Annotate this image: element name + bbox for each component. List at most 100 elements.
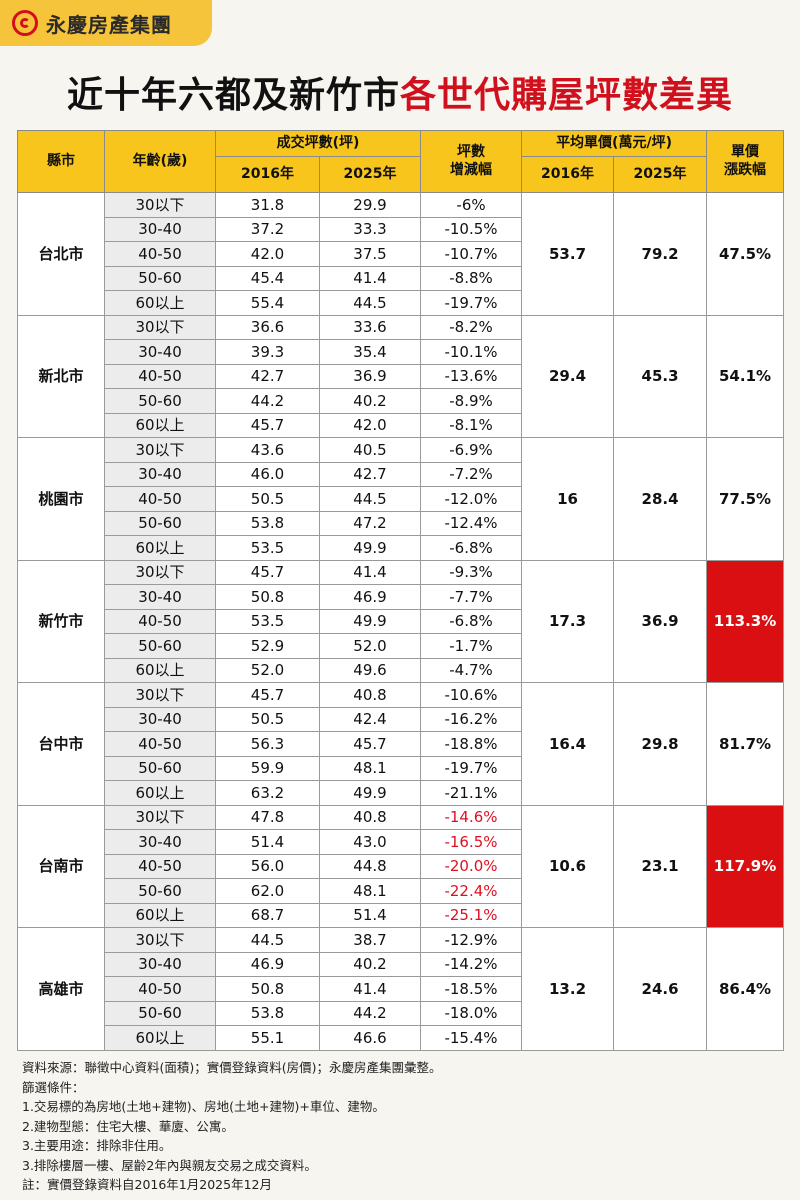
city-name: 台中市 — [17, 682, 105, 806]
table-row: 桃園市 30以下 43.6 40.5 -6.9% 16 28.4 77.5% — [17, 437, 785, 561]
age-group: 50-60 — [104, 1000, 216, 1026]
table-row: 40-50 42.0 37.5 -10.7% — [18, 241, 784, 267]
area-2025-value: 40.8 — [318, 682, 422, 708]
area-change-value: -19.7% — [420, 290, 523, 316]
area-2016-value: 59.9 — [215, 755, 320, 781]
area-2016-value: 51.4 — [215, 829, 320, 855]
area-2016-value: 56.3 — [215, 731, 320, 757]
title-part1: 近十年六都及新竹市 — [66, 75, 400, 116]
area-2025-value: 29.9 — [318, 192, 422, 218]
brand-mark-icon — [12, 10, 38, 36]
city-name: 高雄市 — [17, 927, 105, 1051]
age-group: 60以上 — [104, 412, 216, 438]
area-2025-value: 49.6 — [318, 657, 422, 683]
area-2016-value: 52.0 — [215, 657, 320, 683]
area-2016-value: 55.1 — [215, 1025, 320, 1051]
area-2016-value: 36.6 — [215, 314, 320, 340]
area-2025-value: 41.4 — [318, 559, 422, 585]
table-row: 30-40 51.4 43.0 -16.5% — [18, 829, 784, 855]
age-group: 30-40 — [104, 461, 216, 487]
area-2025-value: 40.5 — [318, 437, 422, 463]
age-group: 40-50 — [104, 486, 216, 512]
price-2025-value: 24.6 — [613, 927, 708, 1051]
age-group: 30-40 — [104, 951, 216, 977]
area-2016-value: 44.5 — [215, 927, 320, 953]
area-2016-value: 56.0 — [215, 853, 320, 879]
area-change-value: -8.9% — [420, 388, 523, 414]
area-change-value: -1.7% — [420, 633, 523, 659]
area-2016-value: 50.8 — [215, 976, 320, 1002]
area-change-value: -4.7% — [420, 657, 523, 683]
age-group: 30-40 — [104, 706, 216, 732]
city-name: 新竹市 — [17, 559, 105, 683]
age-group: 30-40 — [104, 216, 216, 242]
area-change-value: -18.5% — [420, 976, 523, 1002]
age-group: 50-60 — [104, 633, 216, 659]
price-2016-value: 29.4 — [521, 314, 615, 438]
area-2016-value: 53.5 — [215, 535, 320, 561]
note-source: 資料來源：聯徵中心資料(面積)；實價登錄資料(房價)；永慶房產集團彙整。 — [22, 1060, 442, 1075]
table-row: 40-50 50.5 44.5 -12.0% — [18, 486, 784, 512]
city-name: 台北市 — [17, 192, 105, 316]
price-growth-value: 77.5% — [706, 437, 785, 561]
area-change-value: -10.1% — [420, 339, 523, 365]
area-change-value: -10.7% — [420, 241, 523, 267]
area-2016-value: 42.0 — [215, 241, 320, 267]
city-name: 台南市 — [17, 804, 105, 928]
area-change-value: -21.1% — [420, 780, 523, 806]
area-2025-value: 33.3 — [318, 216, 422, 242]
age-group: 30以下 — [104, 804, 216, 830]
area-2025-value: 38.7 — [318, 927, 422, 953]
table-row: 60以上 52.0 49.6 -4.7% — [18, 657, 784, 683]
age-group: 40-50 — [104, 363, 216, 389]
area-change-value: -7.7% — [420, 584, 523, 610]
area-change-value: -7.2% — [420, 461, 523, 487]
area-change-value: -6.9% — [420, 437, 523, 463]
area-2025-value: 40.8 — [318, 804, 422, 830]
table-row: 50-60 62.0 48.1 -22.4% — [18, 878, 784, 904]
age-group: 40-50 — [104, 608, 216, 634]
table-row: 60以上 53.5 49.9 -6.8% — [18, 535, 784, 561]
table-row: 50-60 53.8 44.2 -18.0% — [18, 1000, 784, 1026]
footnotes: 資料來源：聯徵中心資料(面積)；實價登錄資料(房價)；永慶房產集團彙整。 篩選條… — [22, 1058, 442, 1195]
area-2016-value: 42.7 — [215, 363, 320, 389]
area-2025-value: 49.9 — [318, 535, 422, 561]
area-2016-value: 50.5 — [215, 706, 320, 732]
table-row: 台北市 30以下 31.8 29.9 -6% 53.7 79.2 47.5% — [17, 192, 785, 316]
area-2025-value: 42.7 — [318, 461, 422, 487]
area-2016-value: 46.0 — [215, 461, 320, 487]
age-group: 50-60 — [104, 265, 216, 291]
area-2016-value: 53.8 — [215, 1000, 320, 1026]
area-change-value: -18.0% — [420, 1000, 523, 1026]
area-2025-value: 49.9 — [318, 780, 422, 806]
price-2016-value: 16.4 — [521, 682, 615, 806]
area-change-value: -10.6% — [420, 682, 523, 708]
age-group: 60以上 — [104, 780, 216, 806]
area-change-value: -12.4% — [420, 510, 523, 536]
table-row: 台南市 30以下 47.8 40.8 -14.6% 10.6 23.1 117.9% — [17, 804, 785, 928]
area-change-value: -8.2% — [420, 314, 523, 340]
area-2025-value: 44.5 — [318, 290, 422, 316]
area-change-value: -14.2% — [420, 951, 523, 977]
area-2016-value: 46.9 — [215, 951, 320, 977]
area-2025-value: 44.8 — [318, 853, 422, 879]
table-row: 40-50 56.3 45.7 -18.8% — [18, 731, 784, 757]
note-criteria-1: 1.交易標的為房地(土地+建物)、房地(土地+建物)+車位、建物。 — [22, 1099, 385, 1114]
table-row: 60以上 55.1 46.6 -15.4% — [18, 1025, 784, 1051]
area-2016-value: 45.7 — [215, 412, 320, 438]
table-row: 40-50 42.7 36.9 -13.6% — [18, 363, 784, 389]
price-2025-value: 23.1 — [613, 804, 708, 928]
area-2025-value: 44.5 — [318, 486, 422, 512]
area-2025-value: 42.0 — [318, 412, 422, 438]
area-change-value: -6.8% — [420, 535, 523, 561]
area-2016-value: 50.5 — [215, 486, 320, 512]
area-2025-value: 40.2 — [318, 388, 422, 414]
price-2016-value: 13.2 — [521, 927, 615, 1051]
area-2025-value: 45.7 — [318, 731, 422, 757]
header-growth: 單價 漲跌幅 — [706, 130, 785, 193]
age-group: 50-60 — [104, 755, 216, 781]
table-row: 台中市 30以下 45.7 40.8 -10.6% 16.4 29.8 81.7% — [17, 682, 785, 806]
age-group: 30以下 — [104, 192, 216, 218]
area-2016-value: 45.7 — [215, 559, 320, 585]
area-change-value: -18.8% — [420, 731, 523, 757]
